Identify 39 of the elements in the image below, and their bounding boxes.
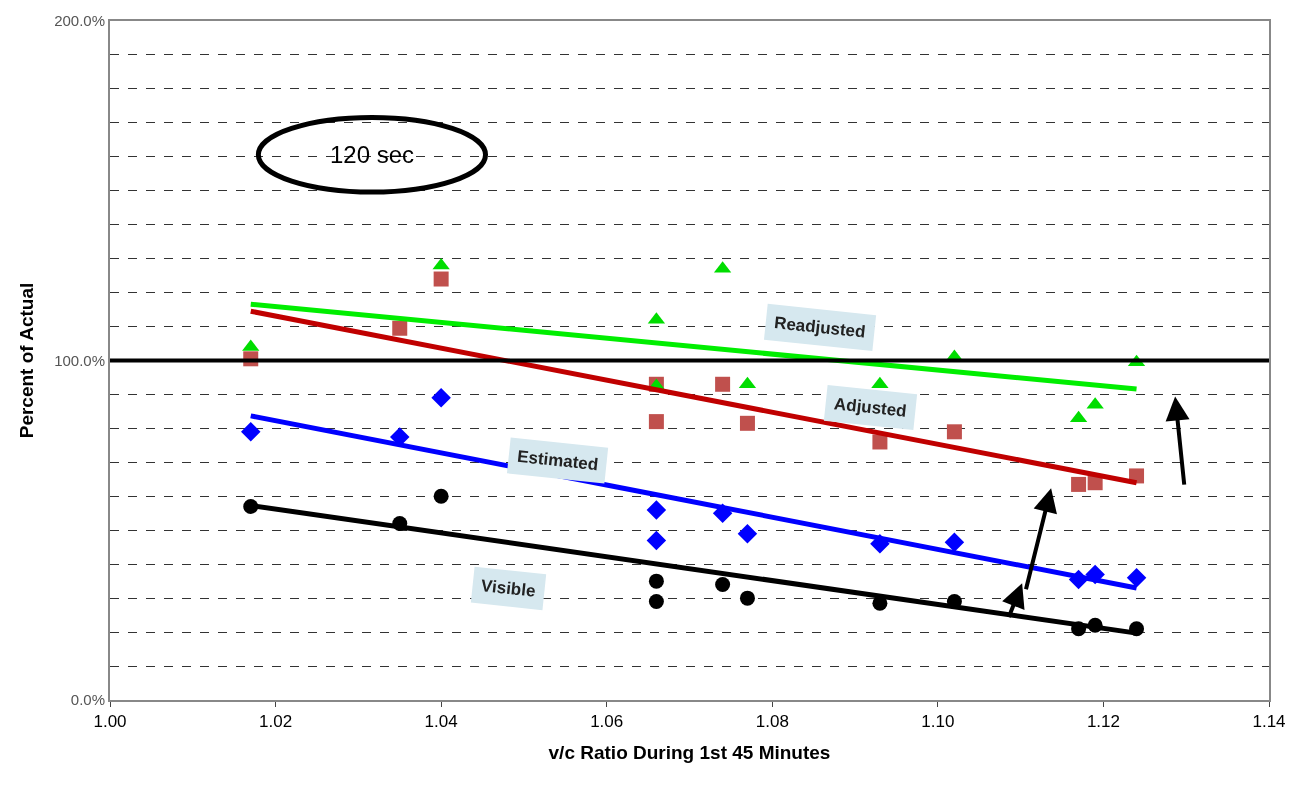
y-tick-label: 0.0% [70, 691, 105, 709]
point [646, 530, 667, 551]
x-tick-label: 1.14 [1252, 712, 1286, 732]
point [715, 577, 731, 593]
x-tick-label: 1.08 [755, 712, 789, 732]
x-tick-label: 1.02 [259, 712, 293, 732]
x-tick-label: 1.10 [921, 712, 955, 732]
point [432, 257, 450, 270]
annotation: Readjusted [773, 313, 867, 342]
point [737, 523, 758, 544]
point [433, 271, 449, 287]
point [739, 590, 755, 606]
point [715, 376, 731, 392]
x-tick-label: 1.04 [424, 712, 458, 732]
x-tick-label: 1.12 [1086, 712, 1120, 732]
x-tick-label: 1.06 [590, 712, 624, 732]
point [739, 415, 755, 431]
x-tick-label: 1.00 [93, 712, 127, 732]
point [648, 573, 664, 589]
point [433, 488, 449, 504]
point [871, 376, 889, 389]
y-tick-label: 100.0% [54, 351, 105, 369]
point [1071, 476, 1087, 492]
x-axis-title: v/c Ratio During 1st 45 Minutes [548, 741, 831, 763]
point [392, 320, 408, 336]
point [946, 424, 962, 440]
point [648, 414, 664, 430]
point [944, 532, 965, 552]
annotation: Visible [480, 576, 537, 601]
point [431, 388, 451, 408]
y-tick-label: 200.0% [54, 12, 105, 30]
point [1126, 568, 1147, 588]
point [646, 500, 667, 520]
y-axis-title: Percent of Actual [16, 282, 38, 439]
annotation: 120 sec [330, 141, 415, 168]
annotation: Estimated [516, 446, 600, 475]
point [240, 422, 261, 442]
annotation: Adjusted [833, 394, 908, 421]
point [648, 594, 664, 610]
